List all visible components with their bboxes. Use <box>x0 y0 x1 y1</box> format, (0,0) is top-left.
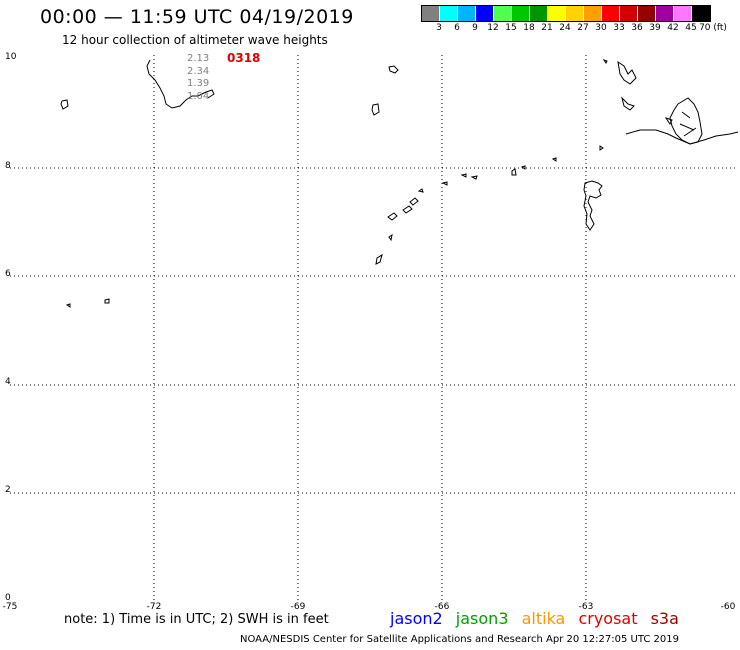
satellite-name: jason2 <box>390 609 443 628</box>
legend-label: 30 <box>595 23 607 33</box>
map-grid <box>10 55 738 600</box>
legend-swatch <box>494 6 512 21</box>
legend-label: 3 <box>436 23 442 33</box>
coastline-island-f <box>409 197 419 206</box>
credit-line: NOAA/NESDIS Center for Satellite Applica… <box>240 634 679 645</box>
legend-label: 45 <box>685 23 697 33</box>
coastline-ne-cluster <box>617 60 637 85</box>
legend-label: 9 <box>472 23 478 33</box>
legend-swatch <box>440 6 458 21</box>
legend-label: 36 <box>631 23 643 33</box>
legend-label: 21 <box>541 23 553 33</box>
coastline-island-b <box>388 65 399 74</box>
x-tick-label: -69 <box>290 602 306 612</box>
legend-label: 70 (ft) <box>699 23 727 33</box>
coastline-island-i <box>460 173 467 178</box>
coastline-island-q <box>104 298 110 304</box>
legend-swatch <box>548 6 566 21</box>
coastline-ne-small-2 <box>599 145 604 151</box>
coastline-ne-small-3 <box>621 96 635 111</box>
coastline-trinidad <box>583 180 603 231</box>
x-tick-label: -72 <box>146 602 162 612</box>
x-tick-label: -66 <box>434 602 450 612</box>
y-tick-label: 6 <box>5 269 11 279</box>
coastline-right-small <box>664 117 673 125</box>
legend-label: 33 <box>613 23 625 33</box>
x-tick-label: -75 <box>2 602 18 612</box>
legend-label: 18 <box>523 23 535 33</box>
satellite-name: altika <box>521 609 566 628</box>
legend-swatch <box>512 6 530 21</box>
legend-swatch <box>476 6 494 21</box>
wave-height-value: 2.34 <box>187 65 210 77</box>
legend-swatch <box>656 6 674 21</box>
legend-label: 12 <box>487 23 499 33</box>
y-tick-label: 10 <box>5 52 17 62</box>
coastline-island-a <box>60 99 69 110</box>
wave-height-value: 2.13 <box>187 53 210 64</box>
wave-height-readings: 2.13 2.34 1.39 1.04 <box>187 53 209 103</box>
coastline-island-j <box>470 175 478 180</box>
legend-swatch <box>566 6 584 21</box>
coastline-island-p <box>65 303 71 308</box>
y-tick-label: 8 <box>5 161 11 171</box>
y-tick-label: 0 <box>5 593 11 603</box>
y-tick-label: 2 <box>5 485 11 495</box>
color-scale-legend <box>421 5 711 22</box>
coastlines <box>60 59 739 308</box>
coastline-guajira <box>146 59 215 109</box>
coastline-island-e <box>402 205 413 214</box>
legend-label: 39 <box>649 23 661 33</box>
chart-subtitle: 12 hour collection of altimeter wave hei… <box>62 33 328 47</box>
coastline-island-d <box>387 212 398 221</box>
legend-label: 42 <box>667 23 679 33</box>
legend-label: 15 <box>505 23 517 33</box>
y-tick-label: 4 <box>5 377 11 387</box>
pass-time-label: 0318 <box>227 51 261 65</box>
coastline-island-n <box>388 233 393 242</box>
coastline-island-k <box>511 168 517 176</box>
legend-swatch <box>458 6 476 21</box>
legend-swatch <box>638 6 656 21</box>
chart-title: 00:00 — 11:59 UTC 04/19/2019 <box>40 6 354 28</box>
satellite-name: jason3 <box>455 609 509 628</box>
coastline-island-m <box>551 157 557 162</box>
coastline-island-l <box>520 165 526 170</box>
coastline-ne-small-1 <box>602 59 608 64</box>
coastline-right-arc <box>625 129 739 145</box>
legend-swatch <box>674 6 692 21</box>
coastline-island-h <box>441 181 448 186</box>
legend-label: 27 <box>577 23 589 33</box>
legend-swatch <box>692 6 710 21</box>
coastline-island-g <box>417 188 424 193</box>
legend-label: 6 <box>454 23 460 33</box>
coastline-island-c <box>371 103 380 116</box>
satellite-legend: jason2 jason3 altika cryosat s3a <box>390 609 687 628</box>
legend-swatch <box>530 6 548 21</box>
wave-height-value: 1.04 <box>187 90 210 102</box>
satellite-name: cryosat <box>578 609 638 628</box>
legend-swatch <box>584 6 602 21</box>
legend-swatch <box>602 6 620 21</box>
legend-swatch <box>620 6 638 21</box>
x-tick-label: -63 <box>578 602 594 612</box>
footer-note: note: 1) Time is in UTC; 2) SWH is in fe… <box>64 612 329 627</box>
satellite-name: s3a <box>650 609 679 628</box>
legend-swatch <box>422 6 440 21</box>
wave-height-value: 1.39 <box>187 78 210 90</box>
coastline-island-o <box>375 253 383 265</box>
x-tick-label: -60 <box>720 602 736 612</box>
legend-label: 24 <box>559 23 571 33</box>
